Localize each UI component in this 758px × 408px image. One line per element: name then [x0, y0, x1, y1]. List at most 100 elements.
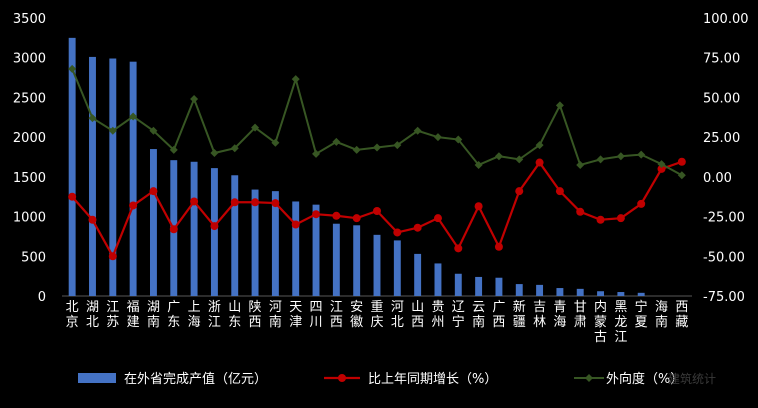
bar — [536, 284, 544, 296]
point — [433, 214, 442, 223]
point — [332, 137, 341, 146]
point — [68, 64, 77, 73]
point — [149, 126, 158, 135]
category-label: 海南 — [655, 300, 668, 330]
point — [108, 126, 117, 135]
bar — [597, 291, 605, 296]
category-label: 江苏 — [106, 300, 119, 330]
legend-label: 在外省完成产值（亿元） — [124, 371, 267, 387]
category-label: 辽宁 — [452, 300, 465, 330]
bar — [231, 175, 239, 296]
point — [555, 101, 564, 110]
point — [129, 201, 138, 210]
category-label: 贵州 — [431, 300, 444, 330]
point — [596, 155, 605, 164]
point — [616, 152, 625, 161]
point — [230, 198, 239, 207]
point — [169, 225, 178, 234]
category-label: 四川 — [310, 300, 323, 330]
category-label: 云南 — [472, 300, 485, 330]
point — [555, 187, 564, 196]
point — [413, 126, 422, 135]
point — [291, 75, 300, 84]
point — [515, 187, 524, 196]
bar — [68, 37, 76, 296]
bar — [210, 168, 218, 296]
bar-series — [68, 37, 645, 296]
point — [616, 214, 625, 223]
bar — [576, 288, 584, 296]
category-label: 湖北 — [86, 300, 99, 330]
right-tick-label: 0.00 — [703, 171, 732, 186]
bar — [454, 273, 462, 296]
right-tick-label: -25.00 — [703, 211, 745, 226]
bar — [475, 276, 483, 296]
bar — [414, 253, 422, 296]
category-label: 福建 — [127, 300, 140, 330]
category-label: 广西 — [492, 300, 505, 330]
point — [677, 157, 686, 166]
legend-label: 外向度（%） — [606, 371, 683, 387]
category-label: 河南 — [269, 300, 282, 330]
point — [474, 202, 483, 211]
point — [108, 252, 117, 261]
left-tick-label: 3000 — [13, 52, 46, 67]
bar — [556, 288, 564, 296]
category-label: 吉林 — [533, 300, 546, 330]
category-label: 陕西 — [249, 300, 262, 330]
left-tick-label: 2500 — [13, 91, 46, 106]
legend-marker — [338, 374, 346, 382]
category-label: 山西 — [411, 300, 424, 330]
point — [332, 211, 341, 220]
category-label: 广东 — [167, 300, 180, 330]
right-tick-label: -75.00 — [703, 290, 745, 305]
category-label: 上海 — [188, 300, 201, 330]
right-tick-label: -50.00 — [703, 250, 745, 265]
right-tick-label: 25.00 — [703, 131, 740, 146]
point — [515, 155, 524, 164]
legend-swatch — [78, 373, 116, 383]
category-label: 江西 — [330, 300, 343, 330]
point — [169, 145, 178, 154]
point — [637, 150, 646, 159]
legend-marker — [585, 374, 593, 382]
point — [454, 244, 463, 253]
point — [352, 214, 361, 223]
left-tick-label: 2000 — [13, 131, 46, 146]
point — [576, 160, 585, 169]
point — [596, 215, 605, 224]
left-tick-label: 500 — [21, 250, 46, 265]
category-label: 安徽 — [350, 300, 363, 330]
point — [129, 112, 138, 121]
point — [210, 222, 219, 231]
point — [373, 207, 381, 216]
bar — [637, 292, 645, 296]
point — [393, 228, 402, 237]
point — [88, 114, 97, 123]
bar — [434, 263, 442, 296]
left-tick-label: 3500 — [13, 12, 46, 27]
legend-label: 比上年同期增长（%） — [368, 372, 497, 387]
bar — [149, 149, 157, 296]
point — [494, 152, 503, 161]
bar — [251, 189, 259, 296]
bar — [332, 223, 340, 296]
point — [677, 171, 686, 180]
category-label: 河北 — [391, 300, 404, 330]
category-label: 青海 — [553, 300, 566, 330]
bar — [271, 191, 279, 296]
point — [494, 242, 503, 251]
watermark: 建筑统计 — [668, 371, 716, 386]
right-tick-label: 50.00 — [703, 91, 740, 106]
point — [535, 158, 544, 167]
bar — [515, 284, 523, 296]
point — [373, 143, 381, 152]
point — [271, 138, 280, 147]
bar — [109, 58, 117, 296]
point — [576, 207, 585, 216]
bar — [292, 201, 300, 296]
right-tick-label: 100.00 — [703, 12, 749, 27]
bar — [495, 277, 503, 296]
bar — [617, 292, 625, 296]
